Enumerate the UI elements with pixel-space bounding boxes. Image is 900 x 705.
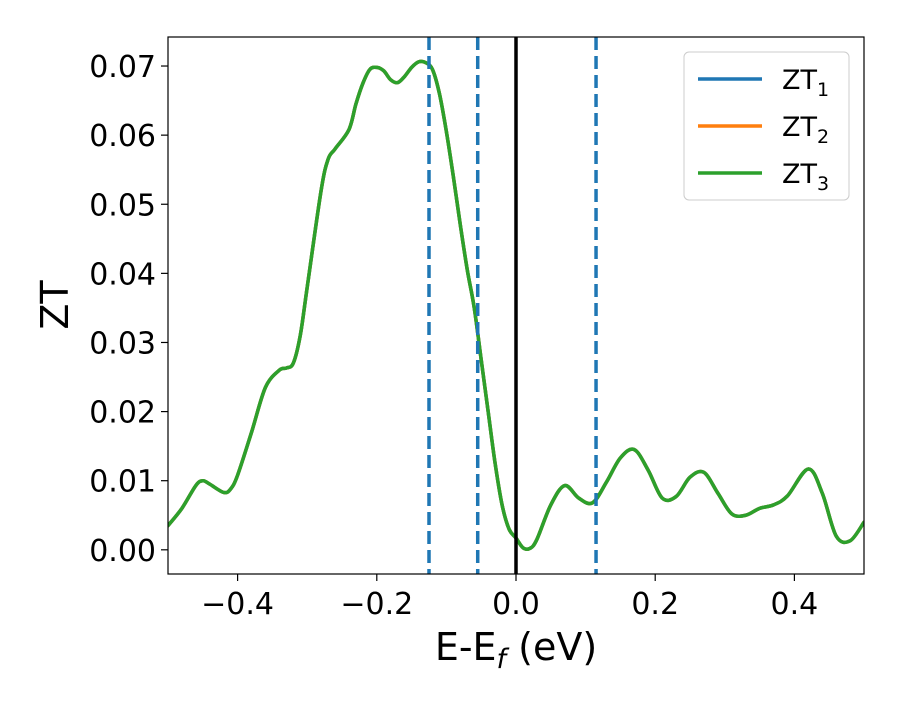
y-tick-label: 0.01 — [89, 465, 156, 500]
x-tick-label: 0.4 — [771, 587, 819, 622]
y-tick-label: 0.06 — [89, 119, 156, 154]
series-layer — [168, 59, 864, 552]
x-tick-label: −0.4 — [201, 587, 274, 622]
y-tick-label: 0.03 — [89, 326, 156, 361]
y-tick-label: 0.05 — [89, 188, 156, 223]
series-line-zt3 — [168, 59, 864, 552]
y-tick-label: 0.04 — [89, 257, 156, 292]
y-tick-label: 0.00 — [89, 534, 156, 569]
ticks-layer: −0.4 −0.2 0.0 0.2 0.4 0.00 0.01 0.02 0.03 0.04 0.0… — [89, 50, 818, 622]
legend-box — [683, 51, 850, 201]
vertical-lines-layer — [427, 37, 598, 574]
y-tick-label: 0.07 — [89, 50, 156, 85]
x-axis-label: E-Ef (eV) — [435, 625, 597, 675]
x-tick-label: −0.2 — [340, 587, 413, 622]
y-tick-label: 0.02 — [89, 396, 156, 431]
y-axis-label: ZT — [33, 280, 77, 330]
x-tick-label: 0.0 — [492, 587, 540, 622]
x-tick-label: 0.2 — [631, 587, 679, 622]
